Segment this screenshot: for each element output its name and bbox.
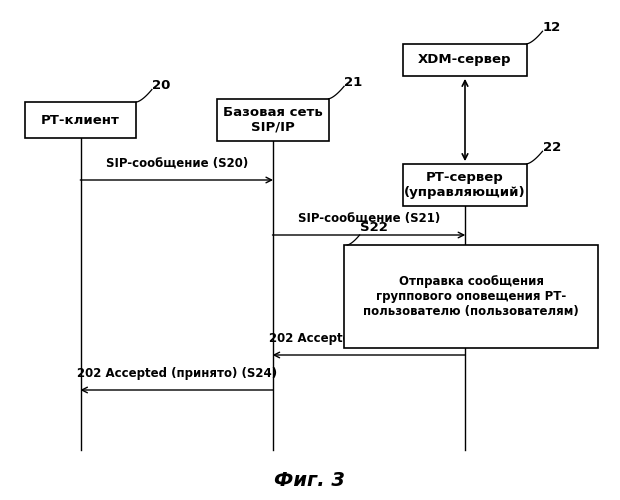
Text: XDM-сервер: XDM-сервер <box>418 54 511 66</box>
Text: Базовая сеть
SIP/IP: Базовая сеть SIP/IP <box>223 106 322 134</box>
Text: РТ-клиент: РТ-клиент <box>41 114 120 126</box>
Text: 12: 12 <box>542 20 560 34</box>
Text: SIP-сообщение (S21): SIP-сообщение (S21) <box>298 212 440 225</box>
FancyBboxPatch shape <box>403 44 527 76</box>
FancyBboxPatch shape <box>344 245 598 348</box>
Text: 20: 20 <box>152 79 171 92</box>
Text: Фиг. 3: Фиг. 3 <box>275 470 345 490</box>
Text: 22: 22 <box>542 141 560 154</box>
FancyBboxPatch shape <box>403 164 527 206</box>
Text: 202 Accepted (принято) (S24): 202 Accepted (принято) (S24) <box>77 367 277 380</box>
FancyBboxPatch shape <box>25 102 136 138</box>
Text: 21: 21 <box>344 76 362 89</box>
Text: 202 Accepted (принято) (S23): 202 Accepted (принято) (S23) <box>269 332 469 345</box>
FancyBboxPatch shape <box>217 99 329 141</box>
Text: S22: S22 <box>360 221 388 234</box>
Text: РТ-сервер
(управляющий): РТ-сервер (управляющий) <box>404 171 526 199</box>
Text: SIP-сообщение (S20): SIP-сообщение (S20) <box>105 157 248 170</box>
Text: Отправка сообщения
группового оповещения РТ-
пользователю (пользователям): Отправка сообщения группового оповещения… <box>363 275 579 318</box>
